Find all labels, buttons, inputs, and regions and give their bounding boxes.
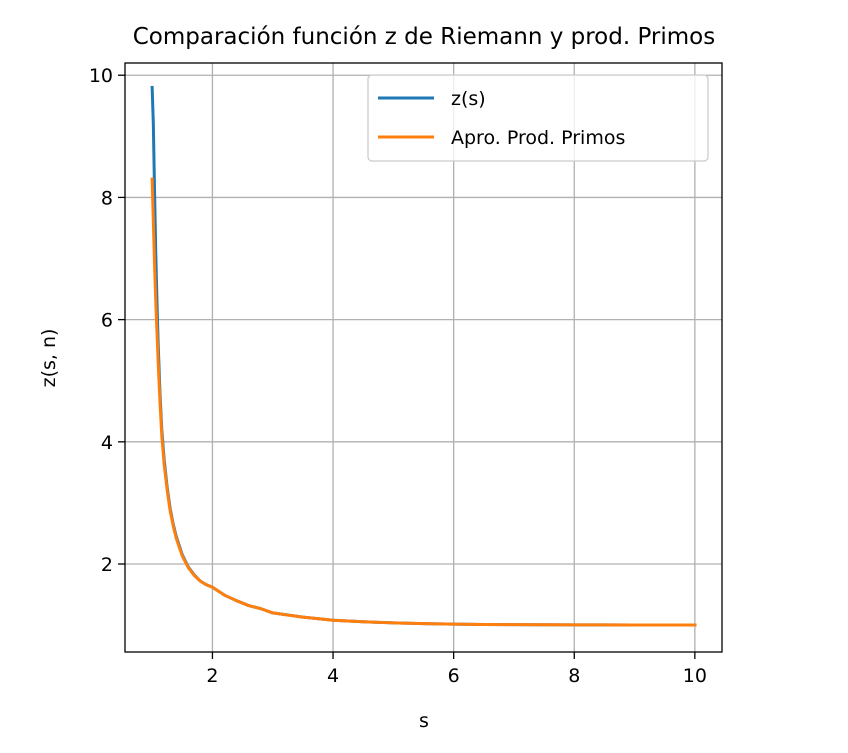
y-tick-label: 4	[101, 432, 113, 454]
chart-title: Comparación función z de Riemann y prod.…	[133, 24, 716, 50]
y-tick-label: 10	[89, 65, 113, 87]
legend: z(s) Apro. Prod. Primos	[367, 74, 709, 162]
legend-entry-1: Apro. Prod. Primos	[451, 127, 625, 149]
y-tick-label: 8	[101, 187, 113, 209]
x-tick-label: 2	[206, 665, 218, 687]
x-tick-label: 10	[683, 665, 707, 687]
x-tick-label: 4	[327, 665, 339, 687]
y-axis-label: z(s, n)	[38, 329, 60, 388]
series-line-1	[150, 177, 697, 627]
y-tick-label: 6	[101, 310, 113, 332]
legend-entry-0: z(s)	[451, 88, 486, 110]
axis-ticks: 2 4 6 8 10 2 4 6 8 10	[89, 65, 707, 687]
y-tick-label: 2	[101, 554, 113, 576]
x-axis-label: s	[419, 710, 429, 732]
legend-box	[367, 74, 709, 162]
plot-frame	[124, 62, 723, 653]
x-tick-label: 6	[448, 665, 460, 687]
series-lines	[150, 85, 697, 627]
x-tick-label: 8	[568, 665, 580, 687]
